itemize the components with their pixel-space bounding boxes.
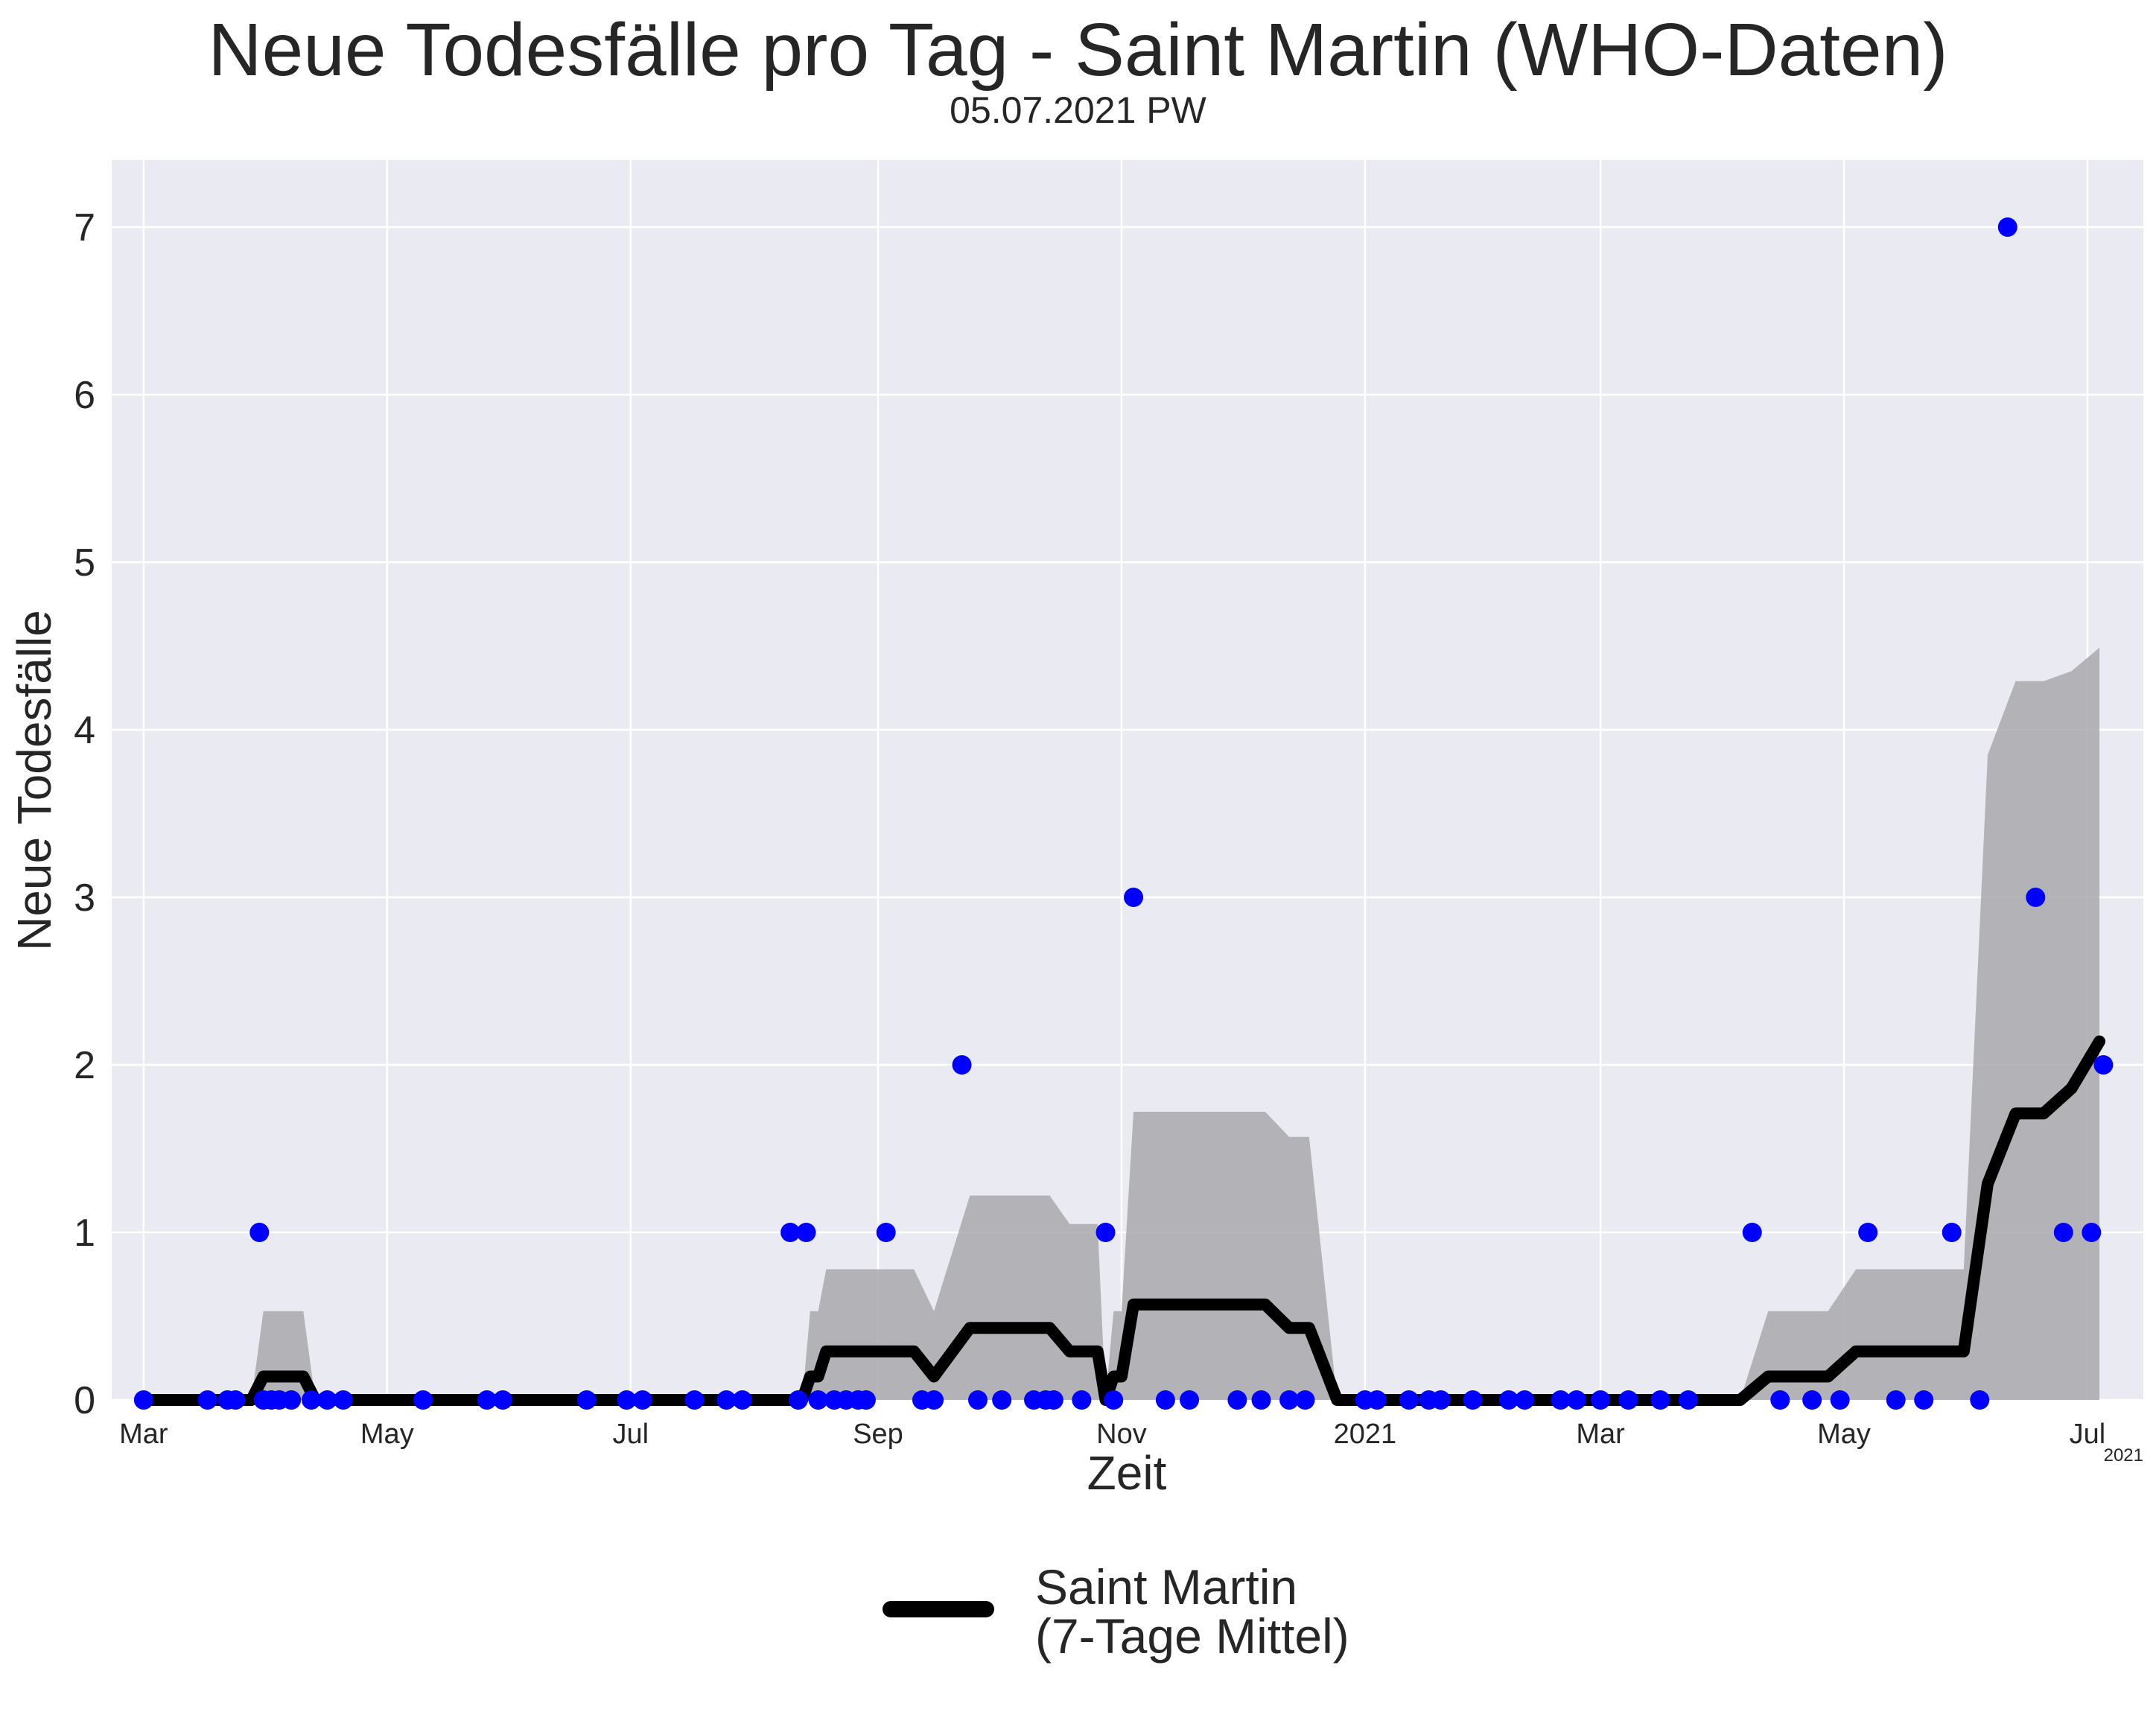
- confidence-band-area: [143, 647, 2100, 1400]
- x-tick-label: Mar: [1576, 1419, 1625, 1450]
- x-tick-label: Jul: [612, 1419, 649, 1450]
- legend-line-swatch: [883, 1601, 994, 1617]
- daily-death-point: [1155, 1390, 1175, 1410]
- x-tick-label: May: [360, 1419, 414, 1450]
- daily-death-point: [2053, 1223, 2073, 1242]
- daily-death-point: [856, 1390, 876, 1410]
- daily-death-point: [1295, 1390, 1315, 1410]
- daily-death-point: [1997, 217, 2017, 237]
- daily-death-point: [924, 1390, 944, 1410]
- daily-death-point: [1096, 1223, 1116, 1242]
- daily-death-point: [632, 1390, 652, 1410]
- y-tick-label: 6: [74, 374, 95, 417]
- y-tick-label: 3: [74, 876, 95, 920]
- legend: Saint Martin (7-Tage Mittel): [883, 1556, 1419, 1661]
- daily-death-point: [780, 1223, 801, 1242]
- axis-ticks: Mar May Jul Sep Nov 2021 Mar May Jul 0 1 2 3 4 5 6 7: [74, 206, 2105, 1450]
- y-tick-label: 4: [74, 709, 95, 752]
- x-tick-label: Nov: [1096, 1419, 1147, 1450]
- daily-death-point: [249, 1223, 270, 1242]
- daily-death-point: [1566, 1390, 1586, 1410]
- x-axis-offset-label: 2021: [2104, 1445, 2143, 1465]
- daily-death-point: [1970, 1390, 1990, 1410]
- daily-death-point: [1650, 1390, 1670, 1410]
- daily-death-point: [1886, 1390, 1906, 1410]
- daily-death-point: [1227, 1390, 1247, 1410]
- plot-background: [112, 160, 2143, 1400]
- daily-death-point: [1124, 888, 1144, 907]
- daily-death-point: [1618, 1390, 1638, 1410]
- daily-death-point: [282, 1390, 302, 1410]
- daily-death-point: [477, 1390, 497, 1410]
- daily-death-point: [716, 1390, 737, 1410]
- y-tick-label: 0: [74, 1379, 95, 1422]
- y-tick-label: 7: [74, 206, 95, 249]
- daily-death-point: [1770, 1390, 1790, 1410]
- legend-label: Saint Martin (7-Tage Mittel): [1035, 1559, 1349, 1664]
- y-axis-label: Neue Todesfälle: [7, 610, 61, 951]
- daily-death-point: [197, 1390, 217, 1410]
- y-tick-label: 1: [74, 1212, 95, 1255]
- daily-death-point: [1858, 1223, 1878, 1242]
- daily-death-point: [333, 1390, 353, 1410]
- x-tick-label: Sep: [853, 1419, 903, 1450]
- daily-death-point: [2093, 1055, 2114, 1075]
- daily-death-point: [226, 1390, 246, 1410]
- daily-death-point: [1367, 1390, 1387, 1410]
- daily-death-point: [1515, 1390, 1535, 1410]
- x-tick-label: 2021: [1334, 1419, 1397, 1450]
- daily-points: [133, 217, 2114, 1410]
- daily-death-point: [1251, 1390, 1271, 1410]
- daily-death-point: [1104, 1390, 1124, 1410]
- daily-death-point: [617, 1390, 637, 1410]
- seven-day-mean-line: [137, 1035, 2106, 1406]
- y-tick-label: 5: [74, 541, 95, 585]
- daily-death-point: [1679, 1390, 1699, 1410]
- daily-death-point: [684, 1390, 705, 1410]
- uncertainty-band: [143, 647, 2100, 1400]
- daily-death-point: [968, 1390, 988, 1410]
- daily-death-point: [1180, 1390, 1200, 1410]
- daily-death-point: [1830, 1390, 1850, 1410]
- x-axis-label: Zeit: [1087, 1446, 1167, 1500]
- chart-title: Neue Todesfälle pro Tag - Saint Martin (…: [208, 8, 1948, 92]
- daily-death-point: [808, 1390, 828, 1410]
- daily-death-point: [493, 1390, 513, 1410]
- daily-death-point: [1591, 1390, 1611, 1410]
- daily-death-point: [1043, 1390, 1063, 1410]
- daily-death-point: [992, 1390, 1012, 1410]
- daily-death-point: [952, 1055, 972, 1075]
- daily-death-point: [413, 1390, 433, 1410]
- daily-death-point: [1498, 1390, 1519, 1410]
- y-tick-label: 2: [74, 1044, 95, 1087]
- x-tick-label: Jul: [2070, 1419, 2106, 1450]
- daily-death-point: [1279, 1390, 1300, 1410]
- daily-death-point: [576, 1390, 597, 1410]
- daily-death-point: [1742, 1223, 1762, 1242]
- daily-death-point: [876, 1223, 896, 1242]
- daily-death-point: [301, 1390, 321, 1410]
- daily-death-point: [1431, 1390, 1451, 1410]
- daily-death-point: [1399, 1390, 1419, 1410]
- x-tick-label: May: [1817, 1419, 1871, 1450]
- daily-death-point: [796, 1223, 816, 1242]
- daily-death-point: [1914, 1390, 1934, 1410]
- daily-death-point: [317, 1390, 337, 1410]
- daily-death-point: [133, 1390, 153, 1410]
- chart-subtitle: 05.07.2021 PW: [950, 89, 1206, 131]
- daily-death-point: [1942, 1223, 1962, 1242]
- daily-death-point: [1072, 1390, 1092, 1410]
- daily-death-point: [2026, 888, 2046, 907]
- daily-death-point: [788, 1390, 808, 1410]
- daily-death-point: [1551, 1390, 1571, 1410]
- daily-death-point: [732, 1390, 752, 1410]
- x-tick-label: Mar: [119, 1419, 168, 1450]
- daily-death-point: [1802, 1390, 1822, 1410]
- daily-death-point: [1463, 1390, 1483, 1410]
- daily-death-point: [2082, 1223, 2102, 1242]
- mean-line: [137, 1035, 2106, 1406]
